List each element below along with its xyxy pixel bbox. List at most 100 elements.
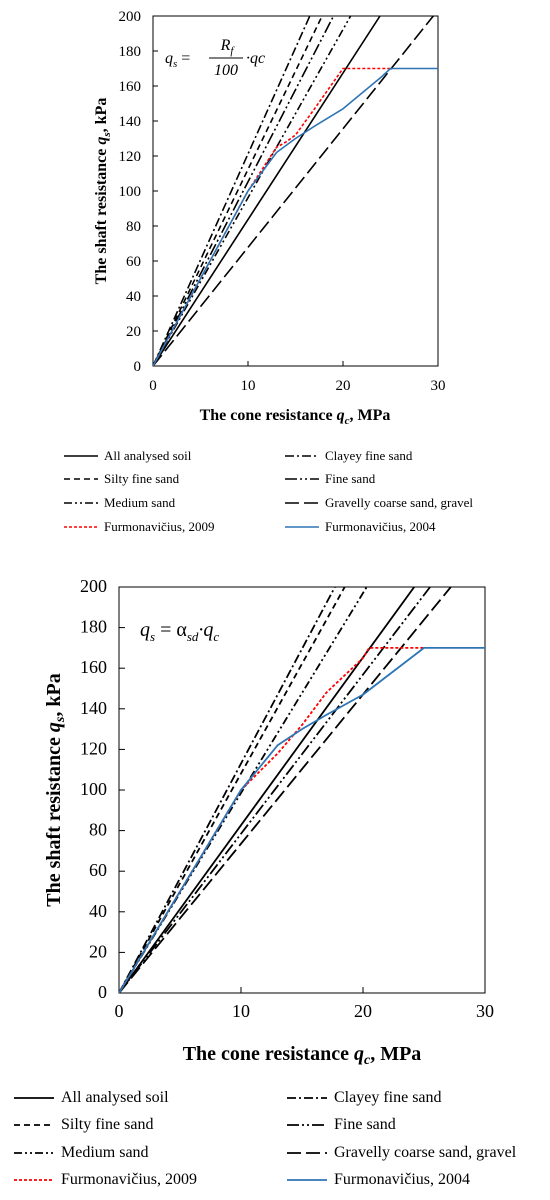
legend-item: Silty fine sand: [64, 471, 180, 486]
label-part: q: [354, 1043, 364, 1065]
label-part: f: [230, 45, 235, 57]
y-tick-label: 200: [119, 9, 142, 25]
formula-background: [159, 29, 249, 77]
label-part: The cone resistance: [183, 1043, 354, 1065]
label-part: , MPa: [370, 1043, 421, 1065]
legend-item: Gravelly coarse sand, gravel: [285, 495, 473, 510]
label-part: sd: [187, 629, 199, 644]
y-tick-label: 60: [89, 860, 107, 880]
y-tick-label: 140: [80, 698, 107, 718]
legend-label: Medium sand: [104, 495, 176, 510]
y-tick-label: 20: [89, 941, 107, 961]
label-part: q: [43, 722, 65, 732]
label-part: =: [177, 50, 190, 67]
series-line-silty-fine-sand: [119, 587, 346, 993]
y-tick-label: 60: [126, 254, 141, 270]
y-tick-label: 100: [119, 184, 142, 200]
label-part: q: [165, 50, 173, 67]
series-line-clayey-fine-sand: [153, 16, 311, 366]
label-part: s: [150, 629, 155, 644]
series-line-fine-sand: [119, 587, 431, 993]
x-tick-label: 10: [241, 378, 256, 394]
series-line-furmonavi-ius-2004: [119, 647, 485, 993]
label-part: The shaft resistance: [43, 732, 65, 907]
legend-item: Silty fine sand: [14, 1116, 153, 1133]
legend-label: Clayey fine sand: [334, 1089, 442, 1106]
legend-label: Gravelly coarse sand, gravel: [334, 1144, 517, 1161]
series-line-furmonavi-ius-2004: [153, 67, 438, 366]
label-part: q: [140, 619, 150, 641]
y-tick-label: 40: [89, 901, 107, 921]
legend-item: Furmonavičius, 2004: [285, 519, 436, 534]
label-part: s: [173, 58, 177, 70]
series-line-gravelly-coarse-sand-gravel: [153, 16, 434, 366]
legend-label: All analysed soil: [61, 1089, 169, 1106]
formula-background: [134, 612, 284, 646]
legend-item: Medium sand: [14, 1144, 149, 1161]
legend-item: Fine sand: [285, 471, 376, 486]
legend-item: Furmonavičius, 2009: [64, 519, 215, 534]
legend-label: Furmonavičius, 2009: [104, 519, 215, 534]
legend-label: All analysed soil: [104, 448, 192, 463]
label-part: s: [53, 716, 68, 723]
x-tick-label: 0: [149, 378, 157, 394]
legend-label: Silty fine sand: [104, 471, 180, 486]
formula: qs = αsd·qc: [140, 619, 219, 644]
series-line-medium-sand: [153, 16, 352, 366]
series-group: [119, 587, 485, 993]
label-part: , kPa: [93, 98, 110, 133]
x-tick-label: 30: [431, 378, 446, 394]
formula-numerator: Rf: [220, 37, 236, 57]
y-tick-label: 0: [98, 982, 107, 1002]
x-axis-title: The cone resistance qc, MPa: [200, 407, 391, 427]
legend-label: Gravelly coarse sand, gravel: [325, 495, 473, 510]
y-tick-label: 200: [80, 576, 107, 596]
series-line-furmonavi-ius-2009: [119, 647, 424, 993]
series-line-silty-fine-sand: [153, 16, 323, 366]
series-line-all-analysed-soil: [119, 587, 415, 993]
x-tick-label: 20: [336, 378, 351, 394]
y-tick-label: 180: [119, 44, 142, 60]
series-line-gravelly-coarse-sand-gravel: [119, 587, 452, 993]
label-part: q: [93, 137, 110, 145]
legend-item: All analysed soil: [64, 448, 192, 463]
legend-label: Furmonavičius, 2004: [334, 1171, 470, 1188]
legend-label: Medium sand: [61, 1144, 149, 1161]
legend-item: Clayey fine sand: [285, 448, 413, 463]
y-tick-label: 120: [119, 149, 142, 165]
x-tick-label: 20: [354, 1001, 372, 1021]
legend-label: Clayey fine sand: [325, 448, 413, 463]
label-part: c: [364, 1053, 371, 1068]
legend-item: Medium sand: [64, 495, 176, 510]
legend: All analysed soil Clayey fine sand Silty f…: [64, 448, 473, 534]
label-part: ·q: [198, 619, 213, 641]
x-tick-label: 0: [115, 1001, 124, 1021]
y-tick-label: 80: [126, 219, 141, 235]
x-tick-label: 10: [232, 1001, 250, 1021]
legend-item: Furmonavičius, 2009: [14, 1171, 197, 1188]
label-part: , kPa: [43, 673, 65, 716]
label-part: = α: [155, 619, 187, 641]
label-part: , MPa: [350, 407, 391, 424]
y-tick-label: 140: [119, 114, 142, 130]
y-tick-label: 180: [80, 617, 107, 637]
label-part: s: [101, 132, 113, 137]
series-line-clayey-fine-sand: [119, 587, 336, 993]
legend-label: Silty fine sand: [61, 1116, 153, 1133]
y-tick-label: 120: [80, 738, 107, 758]
legend-label: Furmonavičius, 2009: [61, 1171, 197, 1188]
series-group: [153, 16, 438, 366]
y-axis-title: The shaft resistance qs, kPa: [93, 98, 113, 285]
legend-label: Furmonavičius, 2004: [325, 519, 436, 534]
formula-denominator: 100: [214, 62, 238, 79]
y-tick-label: 0: [134, 359, 142, 375]
label-part: q: [337, 407, 345, 424]
label-part: R: [220, 37, 231, 54]
x-tick-label: 30: [476, 1001, 494, 1021]
legend-item: Furmonavičius, 2004: [287, 1171, 470, 1188]
series-line-all-analysed-soil: [153, 16, 381, 366]
y-tick-label: 160: [119, 79, 142, 95]
